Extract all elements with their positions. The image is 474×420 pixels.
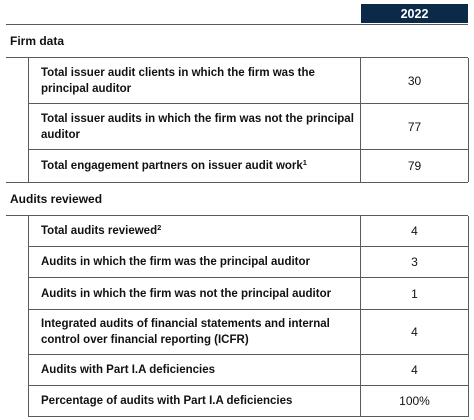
year-header: 2022 xyxy=(361,4,468,23)
row-value: 4 xyxy=(361,310,469,354)
row-value: 77 xyxy=(361,104,469,149)
table-row: Percentage of audits with Part I.A defic… xyxy=(29,386,469,417)
row-value: 100% xyxy=(361,386,469,416)
table-row: Total issuer audits in which the firm wa… xyxy=(29,104,469,150)
row-value: 3 xyxy=(361,247,469,277)
row-label: Percentage of audits with Part I.A defic… xyxy=(29,386,361,416)
row-label: Audits in which the firm was the princip… xyxy=(29,247,361,277)
row-label: Audits with Part I.A deficiencies xyxy=(29,355,361,385)
section-title: Firm data xyxy=(10,34,65,48)
audits-reviewed-rows: Total audits reviewed2 4 Audits in which… xyxy=(28,216,469,417)
table-row: Audits with Part I.A deficiencies 4 xyxy=(29,355,469,386)
row-value: 1 xyxy=(361,278,469,309)
row-value: 30 xyxy=(361,58,469,103)
row-label: Integrated audits of financial statement… xyxy=(29,310,361,354)
row-value: 4 xyxy=(361,216,469,246)
table-row: Total audits reviewed2 4 xyxy=(29,216,469,247)
section-title: Audits reviewed xyxy=(10,192,103,206)
row-label: Total audits reviewed2 xyxy=(29,216,361,246)
row-value: 79 xyxy=(361,150,469,182)
row-label: Total engagement partners on issuer audi… xyxy=(29,150,361,182)
row-label: Total issuer audits in which the firm wa… xyxy=(29,104,361,149)
data-table: 2022 Firm data Total issuer audit client… xyxy=(6,4,469,417)
row-value: 4 xyxy=(361,355,469,385)
table-row: Audits in which the firm was the princip… xyxy=(29,247,469,278)
section-firm-data: Firm data xyxy=(6,24,468,58)
table-row: Integrated audits of financial statement… xyxy=(29,310,469,355)
header-blank-cell xyxy=(6,4,361,23)
firm-data-rows: Total issuer audit clients in which the … xyxy=(28,58,469,182)
table-header: 2022 xyxy=(6,4,468,23)
table-row: Total issuer audit clients in which the … xyxy=(29,58,469,104)
table-row: Total engagement partners on issuer audi… xyxy=(29,150,469,182)
row-label: Audits in which the firm was not the pri… xyxy=(29,278,361,309)
row-label: Total issuer audit clients in which the … xyxy=(29,58,361,103)
section-audits-reviewed: Audits reviewed xyxy=(6,182,468,216)
table-row: Audits in which the firm was not the pri… xyxy=(29,278,469,310)
